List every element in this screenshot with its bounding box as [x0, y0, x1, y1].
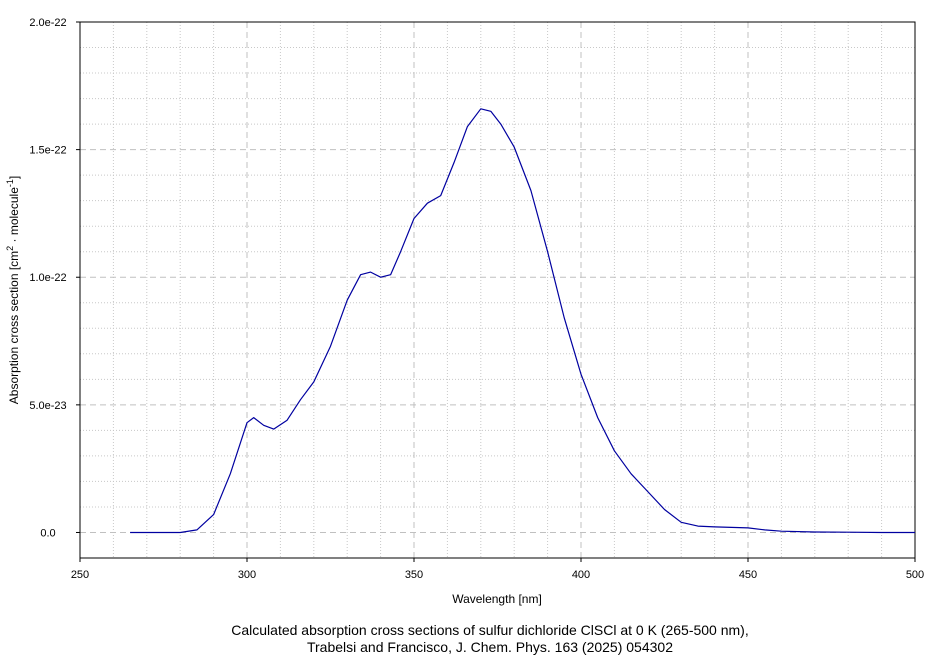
y-tick-label: 2.0e-22 — [29, 17, 66, 29]
chart-title: Trabelsi and Francisco, J. Chem. Phys. 1… — [307, 639, 673, 655]
y-tick-label: 5.0e-23 — [29, 400, 66, 412]
x-axis-label: Wavelength [nm] — [452, 592, 542, 606]
y-tick-label: 1.0e-22 — [29, 272, 66, 284]
chart-title: Calculated absorption cross sections of … — [231, 622, 748, 638]
data-line — [130, 108, 915, 534]
y-tick-label: 1.5e-22 — [29, 145, 66, 157]
x-tick-label: 250 — [71, 569, 89, 581]
plot-frame — [79, 21, 916, 559]
y-axis-label: Absorption cross section [cm2 · molecule… — [5, 176, 21, 404]
x-tick-label: 450 — [739, 569, 757, 581]
x-tick-label: 500 — [906, 569, 924, 581]
x-tick-label: 350 — [405, 569, 423, 581]
x-tick-label: 300 — [238, 569, 256, 581]
x-tick-label: 400 — [572, 569, 590, 581]
y-tick-label: 0.0 — [40, 527, 55, 539]
